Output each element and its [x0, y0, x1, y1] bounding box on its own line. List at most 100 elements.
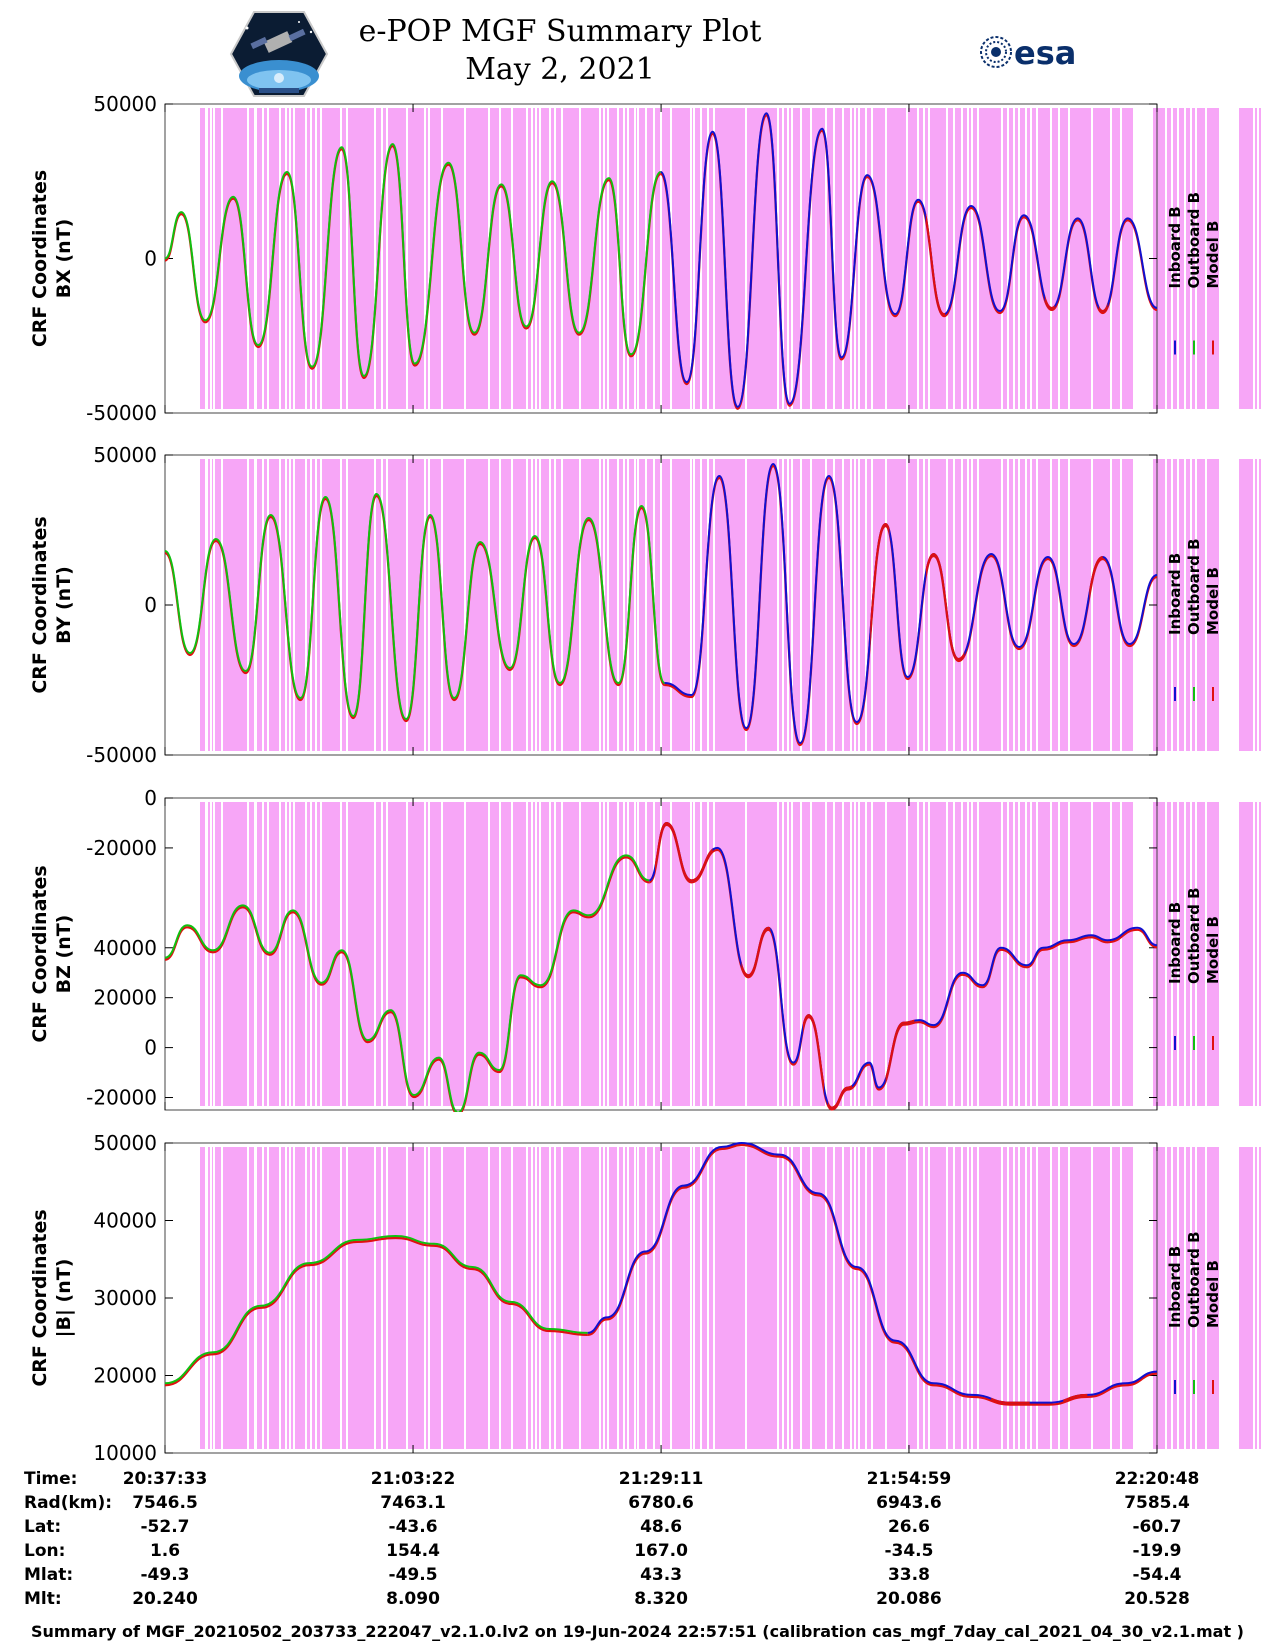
coverage-band [1197, 108, 1205, 409]
coverage-band [609, 459, 617, 751]
coverage-band [317, 802, 320, 1106]
series-group [165, 462, 1157, 747]
coverage-band [1255, 108, 1257, 409]
series-mask [587, 1141, 1157, 1404]
coverage-band [541, 802, 549, 1106]
coverage-band [1027, 108, 1030, 409]
coverage-band [563, 108, 579, 409]
coverage-band [291, 802, 293, 1106]
coverage-band [295, 1147, 305, 1449]
coverage-band [605, 108, 607, 409]
coverage-band [852, 802, 854, 1106]
table-cell: 7463.1 [380, 1493, 446, 1513]
coverage-band [388, 802, 406, 1106]
y-axis-label: CRF Coordinates [29, 865, 51, 1042]
coverage-band [513, 802, 526, 1106]
y-tick-label: 40000 [93, 936, 157, 960]
series-group [165, 821, 1157, 1112]
coverage-band [812, 1147, 825, 1449]
coverage-band [695, 459, 700, 751]
coverage-band [1093, 459, 1110, 751]
coverage-band [1239, 459, 1253, 751]
series-line-model [885, 1019, 915, 1082]
coverage-band [925, 108, 928, 409]
coverage-band [609, 108, 617, 409]
coverage-band [1052, 1147, 1058, 1449]
coverage-band [249, 108, 254, 409]
coverage-band [1173, 1147, 1177, 1449]
table-cell: 22:20:48 [1115, 1469, 1200, 1489]
coverage-band [873, 459, 885, 751]
coverage-band [312, 1147, 315, 1449]
coverage-band [1003, 108, 1007, 409]
coverage-band [779, 1147, 782, 1449]
series-mask [165, 143, 662, 377]
coverage-band [802, 459, 810, 751]
series-line-model [1045, 294, 1055, 309]
table-cell: 8.090 [386, 1589, 440, 1609]
coverage-band [925, 1147, 928, 1449]
coverage-band [342, 459, 346, 751]
table-cell: 6943.6 [876, 1493, 942, 1513]
coverage-band [639, 802, 645, 1106]
table-cell: 7585.4 [1124, 1493, 1190, 1513]
coverage-band [647, 1147, 653, 1449]
coverage-band [443, 459, 464, 751]
coverage-band [1173, 459, 1177, 751]
coverage-band [537, 459, 539, 751]
series-mask [165, 854, 650, 1112]
coverage-band [930, 459, 946, 751]
coverage-band [601, 1147, 603, 1449]
coverage-band [784, 1147, 787, 1449]
coverage-band [200, 802, 205, 1106]
coverage-band [1186, 459, 1190, 751]
coverage-band [835, 459, 842, 751]
coverage-band [264, 108, 267, 409]
legend-label: Outboard B [1185, 192, 1203, 289]
table-cell: 8.320 [634, 1589, 688, 1609]
coverage-band [625, 802, 627, 1106]
coverage-band [541, 1147, 549, 1449]
coverage-band [1020, 108, 1025, 409]
coverage-band [1093, 1147, 1110, 1449]
coverage-band [1020, 459, 1025, 751]
coverage-band [466, 802, 488, 1106]
coverage-band [919, 108, 923, 409]
coverage-band [860, 1147, 865, 1449]
series-line-outboard [165, 854, 650, 1112]
coverage-band [636, 802, 637, 1106]
table-row-label: Lat: [24, 1517, 61, 1537]
coverage-band [1003, 802, 1007, 1106]
coverage-band [295, 108, 305, 409]
coverage-band [1093, 108, 1110, 409]
coverage-band [383, 459, 386, 751]
coverage-band [835, 802, 842, 1106]
coverage-band [408, 108, 424, 409]
y-axis-label: CRF Coordinates [29, 516, 51, 693]
coverage-band [908, 459, 917, 751]
coverage-band [528, 1147, 531, 1449]
coverage-band [295, 459, 305, 751]
coverage-band [1093, 802, 1110, 1106]
coverage-band [747, 802, 777, 1106]
coverage-band [695, 802, 700, 1106]
coverage-band [208, 802, 210, 1106]
coverage-band [1060, 802, 1068, 1106]
esa-logo-icon: esa [980, 34, 1076, 72]
y-tick-label: -50000 [86, 401, 157, 425]
coverage-band [533, 1147, 535, 1449]
coverage-band [556, 802, 561, 1106]
y-tick-label: 30000 [93, 1286, 157, 1310]
y-tick-label: 50000 [93, 443, 157, 467]
coverage-band [852, 459, 854, 751]
coverage-band [1167, 802, 1171, 1106]
coverage-band [636, 1147, 637, 1449]
coverage-band [348, 802, 374, 1106]
coverage-band [1167, 459, 1171, 751]
coverage-band [212, 802, 213, 1106]
coverage-band [1038, 459, 1050, 751]
y-tick-label: 0 [144, 1036, 157, 1060]
coverage-band [1122, 1147, 1133, 1449]
coverage-band [655, 802, 660, 1106]
coverage-band [307, 108, 310, 409]
